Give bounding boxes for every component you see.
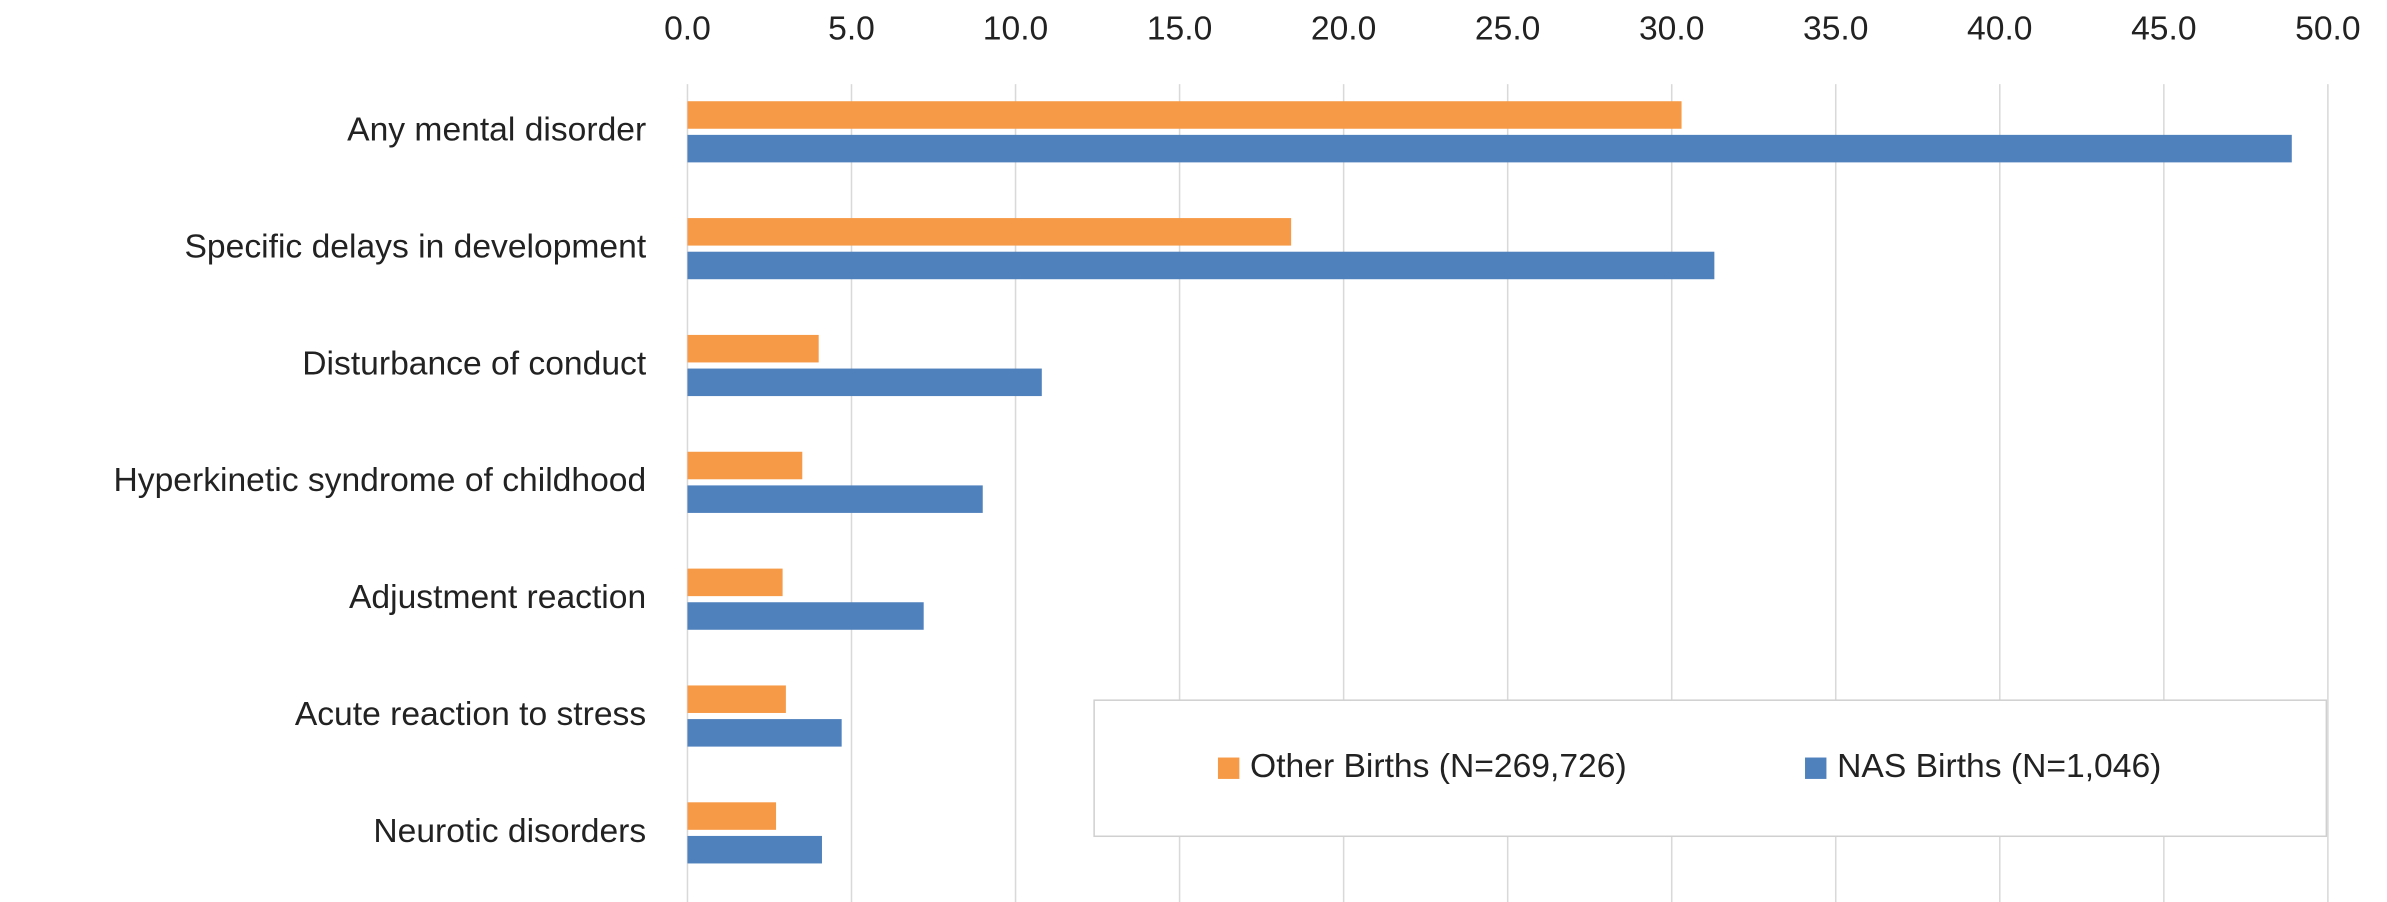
bar (687, 451, 803, 480)
legend-label: NAS Births (N=1,046) (1837, 748, 2161, 785)
x-tick-label: 40.0 (1967, 10, 2032, 47)
y-tick-label: Neurotic disorders (373, 813, 646, 850)
legend-box (1093, 699, 2328, 838)
bar (687, 368, 1042, 397)
bar (687, 485, 983, 513)
x-tick-label: 10.0 (983, 10, 1048, 47)
bar (687, 802, 777, 830)
legend-label: Other Births (N=269,726) (1250, 748, 1627, 785)
y-tick-label: Specific delays in development (185, 229, 647, 266)
x-tick-label: 35.0 (1803, 10, 1868, 47)
x-tick-label: 25.0 (1475, 10, 1540, 47)
bar (687, 719, 842, 747)
x-tick-label: 30.0 (1639, 10, 1704, 47)
y-tick-label: Adjustment reaction (349, 579, 646, 616)
bar (687, 218, 1292, 246)
x-tick-label: 20.0 (1311, 10, 1376, 47)
x-tick-label: 5.0 (828, 10, 875, 47)
bar (687, 251, 1715, 280)
legend-swatch (1217, 757, 1240, 779)
bar (687, 568, 783, 597)
bar (687, 685, 786, 713)
legend-swatch (1805, 757, 1827, 779)
y-tick-label: Disturbance of conduct (302, 345, 647, 382)
bar (687, 602, 924, 630)
x-tick-label: 45.0 (2131, 10, 2196, 47)
x-tick-label: 15.0 (1147, 10, 1212, 47)
bar (687, 101, 1682, 129)
bar (687, 334, 819, 363)
y-tick-label: Acute reaction to stress (295, 696, 646, 733)
bar (687, 835, 822, 864)
y-tick-label: Hyperkinetic syndrome of childhood (114, 462, 647, 499)
bar (687, 134, 2292, 163)
x-tick-label: 0.0 (664, 10, 711, 47)
y-tick-label: Any mental disorder (347, 112, 646, 149)
x-tick-label: 50.0 (2295, 10, 2360, 47)
